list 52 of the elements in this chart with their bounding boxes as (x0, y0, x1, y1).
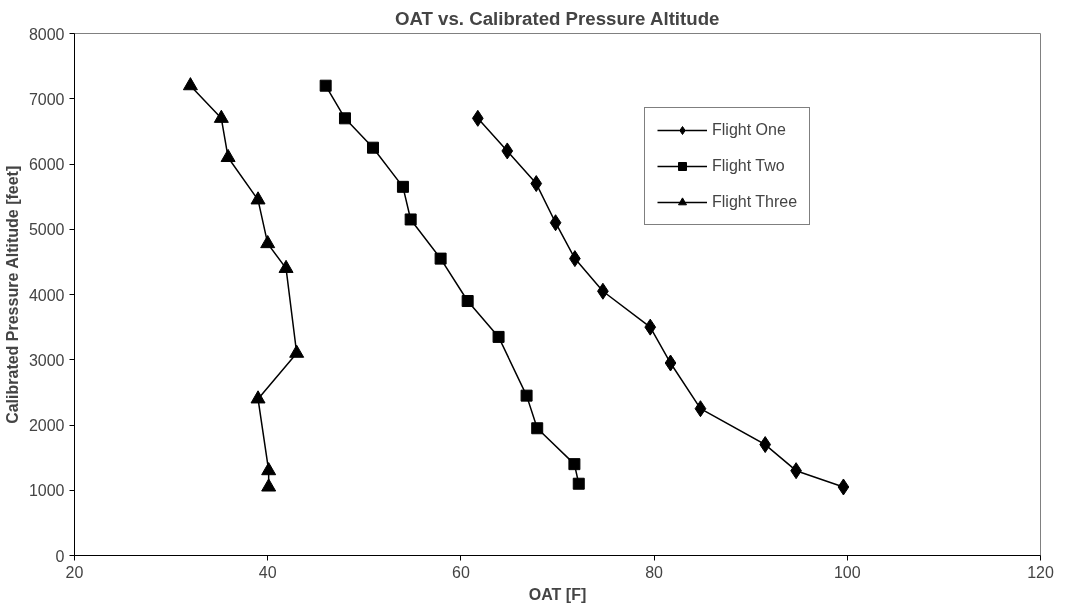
y-tick-label: 5000 (28, 221, 65, 239)
x-tick-label: 40 (258, 563, 277, 581)
x-tick-label: 20 (65, 563, 84, 581)
point (338, 112, 351, 125)
point (319, 79, 332, 92)
point (694, 400, 707, 418)
point (250, 191, 266, 205)
point (182, 77, 198, 91)
legend-label: Flight Three (712, 193, 798, 211)
point (549, 214, 562, 232)
point (520, 389, 533, 402)
point (250, 390, 266, 404)
y-tick-label: 8000 (28, 25, 65, 43)
x-axis-title: OAT [F] (528, 585, 587, 603)
y-tick-label: 0 (55, 547, 65, 565)
point (759, 436, 772, 454)
point (461, 295, 474, 308)
point (434, 252, 447, 265)
point (471, 109, 484, 127)
point (289, 344, 305, 358)
y-tick-label: 3000 (28, 351, 65, 369)
y-tick-label: 1000 (28, 482, 65, 500)
point (261, 478, 277, 492)
y-tick-label: 7000 (28, 90, 65, 108)
point (501, 142, 514, 160)
point (530, 175, 543, 193)
legend-label: Flight One (712, 121, 786, 139)
point (404, 213, 417, 226)
point (396, 180, 409, 193)
chart-title: OAT vs. Calibrated Pressure Altitude (394, 7, 720, 29)
point (644, 318, 657, 336)
point (278, 259, 294, 273)
y-axis-title: Calibrated Pressure Altitude [feet] (3, 165, 21, 424)
point (261, 462, 277, 476)
point (664, 354, 677, 372)
x-tick-label: 120 (1027, 563, 1054, 581)
legend-label: Flight Two (712, 157, 785, 175)
point (366, 141, 379, 154)
y-tick-label: 2000 (28, 417, 65, 434)
x-tick-label: 100 (833, 563, 861, 581)
point (213, 109, 229, 123)
point (260, 235, 276, 249)
x-tick-label: 80 (645, 563, 664, 581)
point (220, 148, 236, 163)
point (837, 478, 850, 496)
point (531, 422, 544, 435)
x-tick-label: 60 (452, 563, 470, 581)
y-tick-label: 6000 (28, 156, 65, 173)
point (492, 330, 505, 343)
y-tick-label: 4000 (28, 286, 65, 304)
point (572, 477, 585, 490)
point (568, 458, 581, 471)
